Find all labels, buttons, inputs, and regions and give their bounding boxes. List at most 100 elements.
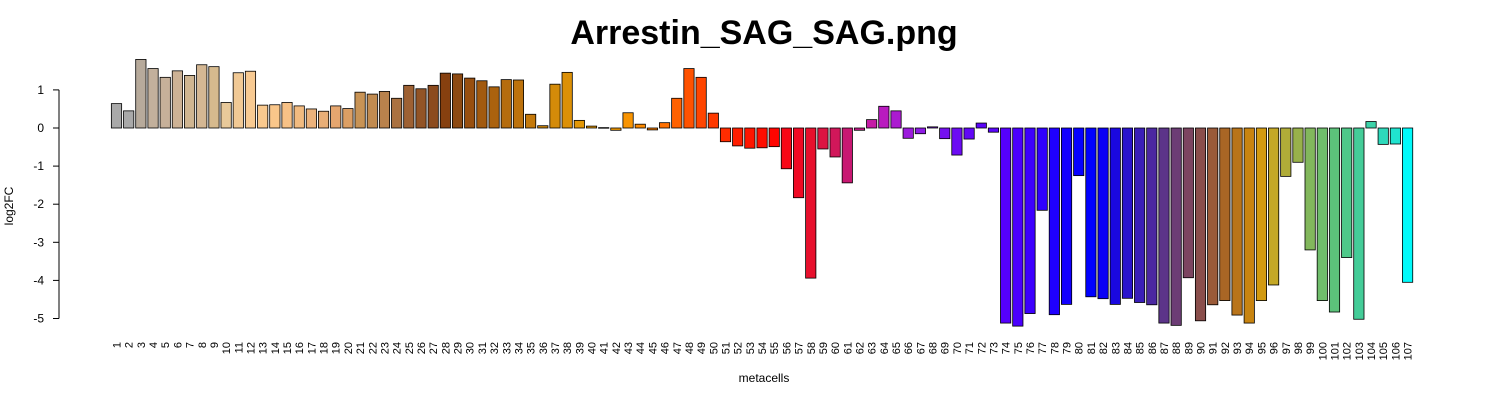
x-tick-label: 55 bbox=[769, 342, 781, 354]
x-tick-label: 76 bbox=[1025, 342, 1037, 354]
bar-8 bbox=[196, 64, 208, 129]
x-tick-label: 34 bbox=[513, 342, 525, 354]
x-tick-label: 22 bbox=[367, 342, 379, 354]
x-tick-label: 54 bbox=[757, 342, 769, 354]
x-tick-label: 86 bbox=[1147, 342, 1159, 354]
bar-52 bbox=[732, 127, 744, 147]
x-tick-label: 36 bbox=[538, 342, 550, 354]
bar-3 bbox=[135, 59, 147, 129]
bar-76 bbox=[1024, 127, 1036, 314]
bar-51 bbox=[719, 127, 732, 143]
x-tick-label: 67 bbox=[915, 342, 927, 354]
bar-95 bbox=[1255, 127, 1267, 301]
x-axis: 1 2 3 4 5 6 7 8 9 10 11 12 13 14 15 16 17 18 19 20 21 22 23 24 2… bbox=[112, 342, 1415, 360]
x-tick-label: 11 bbox=[233, 342, 245, 353]
x-tick-label: 78 bbox=[1049, 342, 1061, 354]
x-tick-label: 69 bbox=[940, 342, 952, 354]
x-tick-label: 95 bbox=[1256, 342, 1268, 354]
x-tick-label: 44 bbox=[635, 342, 647, 354]
bar-43 bbox=[622, 112, 634, 129]
x-tick-label: 98 bbox=[1293, 342, 1305, 354]
x-tick-label: 19 bbox=[331, 342, 343, 354]
bar-12 bbox=[244, 70, 257, 129]
bar-45 bbox=[646, 127, 658, 131]
bar-85 bbox=[1134, 127, 1146, 303]
x-tick-label: 9 bbox=[209, 342, 221, 348]
bar-20 bbox=[342, 108, 354, 129]
bar-101 bbox=[1328, 127, 1341, 313]
y-axis: 1 0 -1 -2 -3 -4 -5 bbox=[33, 83, 60, 326]
bar-59 bbox=[817, 127, 829, 150]
x-tick-label: 21 bbox=[355, 342, 367, 354]
x-tick-label: 23 bbox=[379, 342, 391, 354]
x-tick-label: 40 bbox=[587, 342, 599, 354]
x-tick-label: 66 bbox=[903, 342, 915, 354]
bar-68 bbox=[927, 126, 939, 129]
bar-22 bbox=[366, 93, 378, 129]
bar-80 bbox=[1073, 127, 1085, 177]
bar-83 bbox=[1109, 127, 1121, 305]
bar-66 bbox=[902, 127, 914, 139]
x-tick-label: 10 bbox=[221, 342, 233, 354]
x-tick-label: 56 bbox=[781, 342, 793, 354]
bar-10 bbox=[220, 102, 232, 129]
bar-104 bbox=[1365, 121, 1377, 129]
x-tick-label: 1 bbox=[112, 342, 124, 348]
x-tick-label: 18 bbox=[319, 342, 331, 354]
x-tick-label: 73 bbox=[988, 342, 1000, 354]
bar-102 bbox=[1341, 127, 1353, 258]
x-tick-label: 88 bbox=[1171, 342, 1183, 354]
bar-41 bbox=[598, 127, 610, 129]
bar-7 bbox=[184, 75, 196, 129]
bar-46 bbox=[659, 122, 671, 129]
x-tick-label: 92 bbox=[1220, 342, 1232, 354]
bar-63 bbox=[866, 119, 878, 129]
x-tick-label: 107 bbox=[1403, 342, 1415, 360]
x-tick-label: 39 bbox=[574, 342, 586, 354]
x-tick-label: 35 bbox=[526, 342, 538, 354]
bar-106 bbox=[1389, 127, 1401, 145]
bar-24 bbox=[391, 97, 403, 129]
bar-39 bbox=[573, 119, 585, 129]
x-tick-label: 94 bbox=[1244, 342, 1256, 354]
bar-70 bbox=[951, 127, 963, 156]
bar-88 bbox=[1170, 127, 1182, 326]
bar-33 bbox=[500, 79, 512, 129]
bar-5 bbox=[159, 76, 171, 129]
bar-30 bbox=[464, 77, 476, 129]
x-tick-label: 100 bbox=[1317, 342, 1329, 360]
bar-31 bbox=[476, 80, 488, 129]
bar-40 bbox=[585, 125, 598, 129]
bar-89 bbox=[1182, 127, 1194, 279]
x-tick-label: 63 bbox=[867, 342, 879, 354]
x-tick-label: 4 bbox=[148, 342, 160, 348]
y-tick-label: 1 bbox=[37, 83, 44, 97]
x-tick-label: 49 bbox=[696, 342, 708, 354]
x-tick-label: 46 bbox=[660, 342, 672, 354]
x-tick-label: 7 bbox=[185, 342, 197, 348]
bar-36 bbox=[537, 125, 549, 129]
x-tick-label: 38 bbox=[562, 342, 574, 354]
x-tick-label: 83 bbox=[1110, 342, 1122, 354]
bar-28 bbox=[439, 72, 451, 129]
bar-96 bbox=[1268, 127, 1280, 286]
x-tick-label: 31 bbox=[477, 342, 489, 354]
x-tick-label: 5 bbox=[160, 342, 172, 348]
x-tick-label: 65 bbox=[891, 342, 903, 354]
x-tick-label: 41 bbox=[599, 342, 611, 354]
bar-26 bbox=[415, 88, 427, 129]
bar-71 bbox=[963, 127, 975, 140]
x-tick-label: 25 bbox=[404, 342, 416, 354]
x-tick-label: 93 bbox=[1232, 342, 1244, 354]
bar-73 bbox=[987, 127, 1000, 133]
bar-100 bbox=[1316, 127, 1328, 301]
x-tick-label: 90 bbox=[1196, 342, 1208, 354]
x-tick-label: 28 bbox=[440, 342, 452, 354]
x-tick-label: 33 bbox=[501, 342, 513, 354]
x-tick-label: 32 bbox=[489, 342, 501, 354]
bar-21 bbox=[354, 91, 366, 129]
bar-97 bbox=[1280, 127, 1292, 177]
bar-14 bbox=[269, 104, 281, 129]
x-tick-label: 102 bbox=[1342, 342, 1354, 360]
bar-44 bbox=[634, 123, 646, 129]
